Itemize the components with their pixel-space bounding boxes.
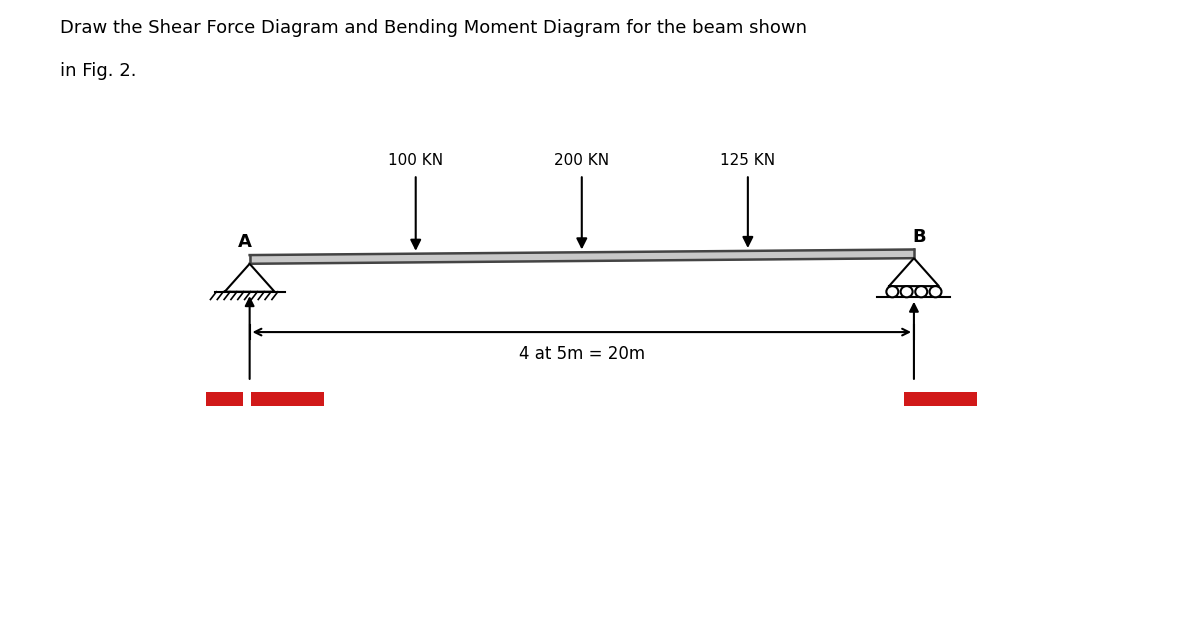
Circle shape [901,286,913,298]
Bar [251,392,324,406]
Text: 100 KN: 100 KN [388,153,443,168]
Circle shape [930,286,942,298]
Text: in Fig. 2.: in Fig. 2. [60,62,137,81]
Text: 200 KN: 200 KN [554,153,610,168]
Text: B: B [912,228,925,246]
Circle shape [887,286,899,298]
Text: Draw the Shear Force Diagram and Bending Moment Diagram for the beam shown: Draw the Shear Force Diagram and Bending… [60,19,808,37]
Polygon shape [224,264,275,292]
Text: A: A [238,233,252,251]
Text: 4 at 5m = 20m: 4 at 5m = 20m [518,344,644,362]
Polygon shape [250,249,914,264]
Polygon shape [889,258,938,286]
Text: 125 KN: 125 KN [720,153,775,168]
Circle shape [916,286,928,298]
Bar [206,392,242,406]
Bar [904,392,977,406]
